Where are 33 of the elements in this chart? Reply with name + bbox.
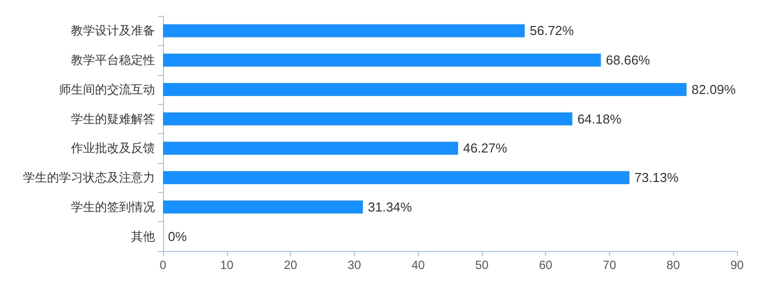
data-label: 68.66% xyxy=(606,52,650,68)
y-tick-label: 师生间的交流互动 xyxy=(59,82,155,96)
data-label: 56.72% xyxy=(530,23,574,38)
x-tick-label: 30 xyxy=(348,258,362,272)
data-label: 64.18% xyxy=(577,111,622,126)
x-tick-label: 60 xyxy=(538,258,553,272)
bar xyxy=(163,82,687,96)
data-label: 46.27% xyxy=(463,140,508,156)
bar xyxy=(163,200,363,214)
y-tick-label: 学生的学习状态及注意力 xyxy=(23,170,155,185)
bar xyxy=(163,171,630,184)
x-tick-label: 90 xyxy=(730,258,744,272)
bar xyxy=(163,142,458,155)
bar xyxy=(163,24,525,38)
y-tick-label: 作业批改及反馈 xyxy=(70,141,155,156)
y-tick-label: 教学平台稳定性 xyxy=(71,53,155,68)
data-label: 82.09% xyxy=(692,82,736,97)
x-tick-label: 70 xyxy=(602,258,616,272)
y-tick-label: 学生的疑难解答 xyxy=(71,112,155,126)
y-tick-label: 教学设计及准备 xyxy=(71,24,155,38)
data-label: 31.34% xyxy=(368,199,412,214)
x-tick-label: 80 xyxy=(666,258,680,272)
data-label: 0% xyxy=(168,228,188,244)
x-tick-label: 40 xyxy=(411,258,426,272)
y-tick-label: 其他 xyxy=(131,229,155,244)
x-tick-label: 50 xyxy=(475,258,489,272)
bar xyxy=(163,54,601,67)
bar xyxy=(163,112,572,126)
x-tick-label: 0 xyxy=(160,258,167,272)
x-tick-label: 10 xyxy=(220,258,234,272)
y-tick-label: 学生的签到情况 xyxy=(71,200,155,214)
x-tick-label: 20 xyxy=(284,258,298,272)
data-label: 73.13% xyxy=(634,170,679,186)
